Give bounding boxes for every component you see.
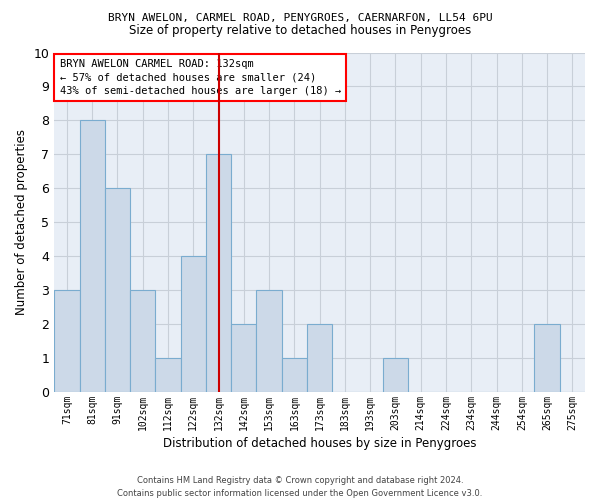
Bar [383, 358, 408, 392]
Bar [181, 256, 206, 392]
Y-axis label: Number of detached properties: Number of detached properties [15, 130, 28, 316]
Text: BRYN AWELON CARMEL ROAD: 132sqm
← 57% of detached houses are smaller (24)
43% of: BRYN AWELON CARMEL ROAD: 132sqm ← 57% of… [59, 60, 341, 96]
Bar [231, 324, 256, 392]
Bar [130, 290, 155, 392]
Text: Contains HM Land Registry data © Crown copyright and database right 2024.
Contai: Contains HM Land Registry data © Crown c… [118, 476, 482, 498]
Bar [155, 358, 181, 392]
Bar [535, 324, 560, 392]
X-axis label: Distribution of detached houses by size in Penygroes: Distribution of detached houses by size … [163, 437, 476, 450]
Bar [256, 290, 282, 392]
Bar [206, 154, 231, 392]
Bar [307, 324, 332, 392]
Text: Size of property relative to detached houses in Penygroes: Size of property relative to detached ho… [129, 24, 471, 37]
Bar [80, 120, 105, 392]
Text: BRYN AWELON, CARMEL ROAD, PENYGROES, CAERNARFON, LL54 6PU: BRYN AWELON, CARMEL ROAD, PENYGROES, CAE… [107, 12, 493, 22]
Bar [54, 290, 80, 392]
Bar [282, 358, 307, 392]
Bar [105, 188, 130, 392]
